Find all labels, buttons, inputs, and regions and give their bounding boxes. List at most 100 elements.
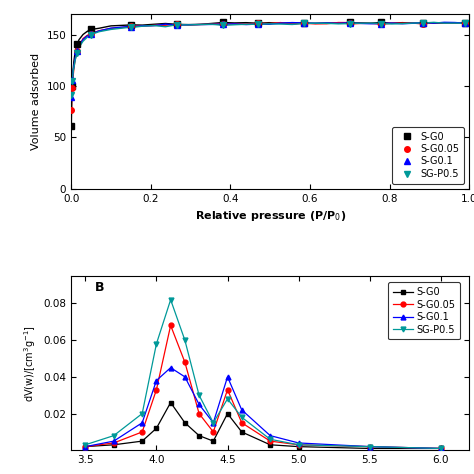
SG-P0.5 [70,78,75,83]
S-G0 [420,20,426,26]
S-G0 [239,429,245,435]
S-G0 [128,22,134,27]
SG-P0.5 [420,20,426,26]
X-axis label: Relative pressure (P/P$_0$): Relative pressure (P/P$_0$) [194,209,346,223]
S-G0.05 [168,323,173,328]
S-G0.05 [438,446,444,451]
S-G0.05 [225,387,230,392]
S-G0.1 [111,438,117,444]
SG-P0.5 [225,396,230,402]
SG-P0.5 [220,22,226,28]
SG-P0.5 [154,341,159,346]
S-G0.05 [139,429,145,435]
S-G0 [220,19,226,25]
Y-axis label: dV(w)/[cm$^3$g$^{-1}$]: dV(w)/[cm$^3$g$^{-1}$] [22,325,38,401]
SG-P0.5 [82,442,88,447]
S-G0.05 [301,20,307,26]
S-G0.05 [128,23,134,29]
S-G0.05 [196,411,202,417]
Text: B: B [95,281,104,294]
Line: S-G0.1: S-G0.1 [83,365,443,451]
S-G0.05 [220,21,226,27]
SG-P0.5 [438,446,444,451]
Legend: S-G0, S-G0.05, S-G0.1, SG-P0.5: S-G0, S-G0.05, S-G0.1, SG-P0.5 [392,127,465,184]
S-G0 [267,442,273,447]
SG-P0.5 [111,433,117,438]
S-G0.1 [347,20,353,26]
S-G0 [68,123,74,129]
S-G0.1 [139,420,145,426]
SG-P0.5 [74,50,80,55]
S-G0 [88,27,94,32]
S-G0.1 [74,48,80,54]
S-G0 [82,444,88,449]
S-G0.05 [210,429,216,435]
SG-P0.5 [463,20,468,26]
S-G0.05 [182,359,188,365]
S-G0.1 [267,433,273,438]
Line: SG-P0.5: SG-P0.5 [69,20,468,98]
SG-P0.5 [196,392,202,398]
S-G0 [210,438,216,444]
S-G0.05 [68,107,74,113]
S-G0.1 [70,78,75,83]
S-G0.05 [347,20,353,26]
S-G0.1 [174,22,180,28]
S-G0 [182,420,188,426]
SG-P0.5 [296,442,301,447]
Line: S-G0: S-G0 [83,400,443,451]
Line: S-G0.1: S-G0.1 [69,20,468,100]
SG-P0.5 [301,20,307,26]
S-G0.1 [182,374,188,380]
S-G0.05 [463,20,468,26]
S-G0 [74,41,80,47]
S-G0.1 [420,20,426,26]
S-G0.05 [267,438,273,444]
S-G0.1 [210,420,216,426]
S-G0.1 [367,444,373,449]
SG-P0.5 [139,411,145,417]
S-G0.1 [438,446,444,451]
S-G0 [139,438,145,444]
S-G0.05 [255,20,260,26]
S-G0.1 [463,20,468,26]
SG-P0.5 [174,22,180,27]
S-G0.1 [378,21,384,27]
Legend: S-G0, S-G0.05, S-G0.1, SG-P0.5: S-G0, S-G0.05, S-G0.1, SG-P0.5 [388,283,460,339]
S-G0.1 [255,21,260,27]
S-G0 [196,433,202,438]
S-G0 [378,19,384,25]
Line: S-G0.05: S-G0.05 [69,20,468,113]
S-G0 [111,442,117,447]
S-G0.05 [88,31,94,36]
SG-P0.5 [255,21,260,27]
Y-axis label: Volume adsorbed: Volume adsorbed [31,53,41,150]
S-G0.1 [301,20,307,26]
S-G0.05 [70,85,75,91]
SG-P0.5 [347,21,353,27]
SG-P0.5 [68,92,74,98]
SG-P0.5 [210,420,216,426]
S-G0.05 [239,420,245,426]
S-G0.05 [174,21,180,27]
S-G0.05 [378,21,384,27]
S-G0 [154,426,159,431]
S-G0.1 [296,440,301,446]
S-G0 [347,19,353,25]
SG-P0.5 [367,444,373,449]
S-G0 [296,444,301,449]
SG-P0.5 [128,25,134,30]
S-G0.1 [239,407,245,413]
S-G0.05 [74,48,80,54]
S-G0 [438,446,444,451]
S-G0 [255,20,260,26]
S-G0.05 [82,444,88,449]
S-G0 [367,446,373,451]
SG-P0.5 [182,337,188,343]
S-G0.05 [420,21,426,27]
S-G0 [463,20,468,26]
Line: S-G0: S-G0 [69,19,468,129]
S-G0 [301,20,307,26]
SG-P0.5 [88,32,94,37]
S-G0.1 [88,31,94,36]
